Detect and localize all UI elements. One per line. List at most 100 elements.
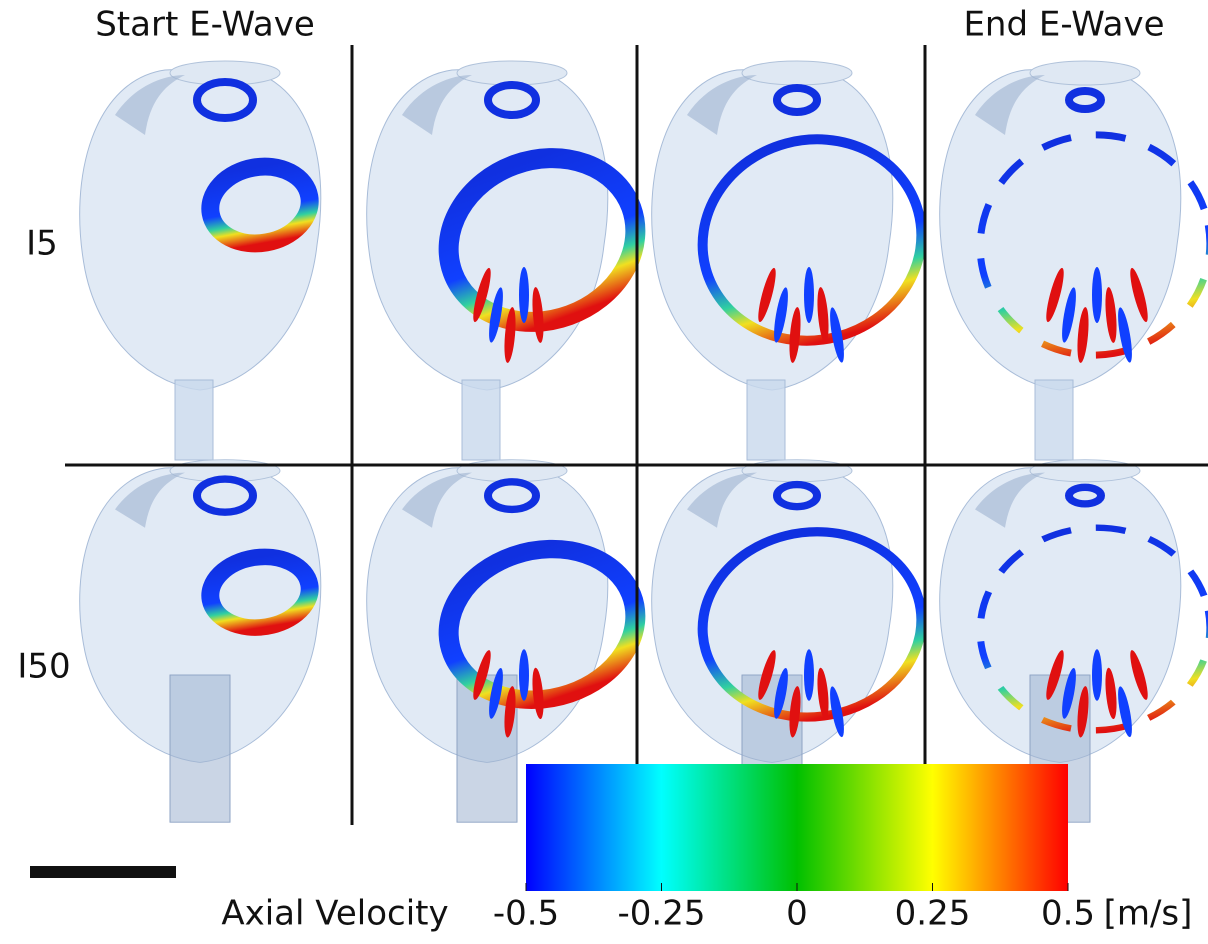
heart-panel xyxy=(366,60,646,461)
vortex-fragment xyxy=(817,287,829,343)
vortex-fragment xyxy=(489,287,503,343)
mitral-jet xyxy=(1065,87,1105,113)
vortex-fragment xyxy=(519,649,529,701)
row-label: I50 xyxy=(17,647,70,687)
colorbar xyxy=(526,764,1068,891)
leaflet xyxy=(115,472,185,528)
leaflet xyxy=(687,472,757,528)
vortex-fragment xyxy=(504,686,516,738)
vortex-fragment xyxy=(789,686,801,738)
vortex-fragment xyxy=(830,307,844,363)
outflow-tube xyxy=(169,674,231,823)
vortex-fragment xyxy=(789,307,801,363)
leaflet xyxy=(402,75,472,135)
vortex-fragment xyxy=(1118,686,1132,738)
vortex-fragment xyxy=(1046,650,1064,700)
vortex-fragment xyxy=(489,668,503,719)
colorbar-ticks: -0.5 -0.25 0 0.25 0.5 xyxy=(493,883,1095,934)
leaflet xyxy=(115,75,185,135)
vortex-fragment xyxy=(532,287,544,343)
heart-panel xyxy=(366,459,646,823)
vortex-ring xyxy=(976,131,1208,359)
leaflet xyxy=(975,472,1045,528)
vortex-fragment xyxy=(1118,307,1132,363)
mitral-jet xyxy=(193,475,257,516)
heart xyxy=(366,60,646,461)
heart xyxy=(651,459,927,823)
vortex-ring xyxy=(201,157,319,253)
colorbar-tick-label: 0.5 xyxy=(1041,894,1095,934)
scale-bar xyxy=(30,866,176,878)
mitral-jet xyxy=(484,81,540,119)
vortex-fragment xyxy=(804,649,814,701)
vortex-fragment xyxy=(1062,287,1076,343)
vortex-fragment xyxy=(774,287,788,343)
vortex-fragment xyxy=(1077,686,1089,738)
vortex-fragment xyxy=(1046,267,1064,323)
vortex-fragment xyxy=(830,686,844,738)
valve xyxy=(741,60,853,86)
heart-panel xyxy=(651,60,927,461)
vortex-fragment xyxy=(473,650,491,700)
vortex-fragment xyxy=(1092,267,1102,323)
panels xyxy=(79,60,1208,823)
outflow-tube xyxy=(746,379,786,461)
outflow-tube xyxy=(1034,379,1074,461)
mitral-jet xyxy=(773,480,821,511)
mitral-jet xyxy=(1065,483,1105,508)
outflow-tube xyxy=(461,379,501,461)
mitral-jet xyxy=(484,478,540,514)
vortex-fragment xyxy=(817,667,829,720)
header-start: Start E-Wave xyxy=(95,5,315,45)
colorbar-tick-label: -0.25 xyxy=(618,894,706,934)
vortex-fragment xyxy=(1062,668,1076,719)
heart-panel xyxy=(79,459,322,823)
colorbar-unit: [m/s] xyxy=(1104,894,1193,934)
vortex-fragment xyxy=(1105,287,1117,343)
vortex-fragment xyxy=(758,650,776,700)
vortex-fragment xyxy=(1105,667,1117,720)
vortex-ring xyxy=(976,524,1208,734)
vortex-fragment xyxy=(1130,267,1148,323)
colorbar-tick-label: 0 xyxy=(786,894,808,934)
vortex-ring xyxy=(201,548,319,636)
heart xyxy=(366,459,646,823)
heart-panel xyxy=(939,459,1208,823)
row-label: I5 xyxy=(26,224,58,264)
mitral-jet xyxy=(773,84,821,116)
heart xyxy=(651,60,927,461)
vortex-ring xyxy=(438,148,646,332)
mitral-jet xyxy=(193,78,257,122)
valve xyxy=(1029,60,1141,86)
heart xyxy=(939,459,1208,823)
vortex-ring xyxy=(438,539,646,709)
heart xyxy=(79,459,322,823)
vortex-fragment xyxy=(774,668,788,719)
vortex-fragment xyxy=(532,667,544,720)
header-end: End E-Wave xyxy=(963,5,1164,45)
grid-lines xyxy=(65,45,1208,825)
valve xyxy=(1029,459,1141,483)
heart-panel xyxy=(939,60,1208,461)
vortex-fragment xyxy=(1130,650,1148,700)
leaflet xyxy=(687,75,757,135)
vortex-fragment xyxy=(473,267,491,323)
heart xyxy=(939,60,1208,461)
heart-panel xyxy=(79,60,322,461)
vortex-fragment xyxy=(1077,307,1089,363)
vortex-fragment xyxy=(1092,649,1102,701)
leaflet xyxy=(975,75,1045,135)
colorbar-label: Axial Velocity xyxy=(221,894,448,934)
vortex-fragment xyxy=(804,267,814,323)
valve xyxy=(741,459,853,483)
vortex-fragment xyxy=(519,267,529,323)
colorbar-tick-label: 0.25 xyxy=(895,894,971,934)
leaflet xyxy=(402,472,472,528)
vortex-fragment xyxy=(504,307,516,363)
heart xyxy=(79,60,322,461)
colorbar-tick-label: -0.5 xyxy=(493,894,559,934)
vortex-fragment xyxy=(758,267,776,323)
outflow-tube xyxy=(174,379,214,461)
